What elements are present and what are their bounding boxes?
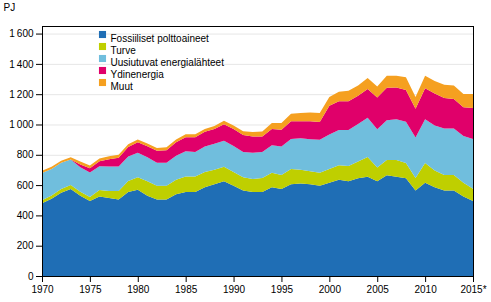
svg-text:800: 800 bbox=[17, 149, 34, 160]
svg-text:Muut: Muut bbox=[111, 81, 133, 92]
svg-text:1980: 1980 bbox=[127, 284, 150, 295]
svg-text:400: 400 bbox=[17, 210, 34, 221]
svg-text:Uusiutuvat energialähteet: Uusiutuvat energialähteet bbox=[111, 57, 225, 68]
svg-text:1 200: 1 200 bbox=[9, 89, 34, 100]
svg-text:1 000: 1 000 bbox=[9, 119, 34, 130]
svg-text:600: 600 bbox=[17, 180, 34, 191]
svg-text:1990: 1990 bbox=[223, 284, 246, 295]
svg-text:1995: 1995 bbox=[271, 284, 294, 295]
svg-text:1 600: 1 600 bbox=[9, 28, 34, 39]
svg-text:Fossiiliset polttoaineet: Fossiiliset polttoaineet bbox=[111, 33, 210, 44]
svg-text:1 400: 1 400 bbox=[9, 59, 34, 70]
svg-text:1985: 1985 bbox=[175, 284, 198, 295]
svg-text:1975: 1975 bbox=[79, 284, 102, 295]
svg-text:200: 200 bbox=[17, 240, 34, 251]
svg-text:2010: 2010 bbox=[414, 284, 437, 295]
svg-text:2000: 2000 bbox=[319, 284, 342, 295]
svg-text:PJ: PJ bbox=[4, 2, 16, 13]
svg-text:1970: 1970 bbox=[31, 284, 54, 295]
svg-text:2015*: 2015* bbox=[460, 284, 486, 295]
svg-text:0: 0 bbox=[28, 271, 34, 282]
svg-text:Ydinenergia: Ydinenergia bbox=[111, 69, 165, 80]
svg-text:2005: 2005 bbox=[367, 284, 390, 295]
svg-text:Turve: Turve bbox=[111, 45, 137, 56]
